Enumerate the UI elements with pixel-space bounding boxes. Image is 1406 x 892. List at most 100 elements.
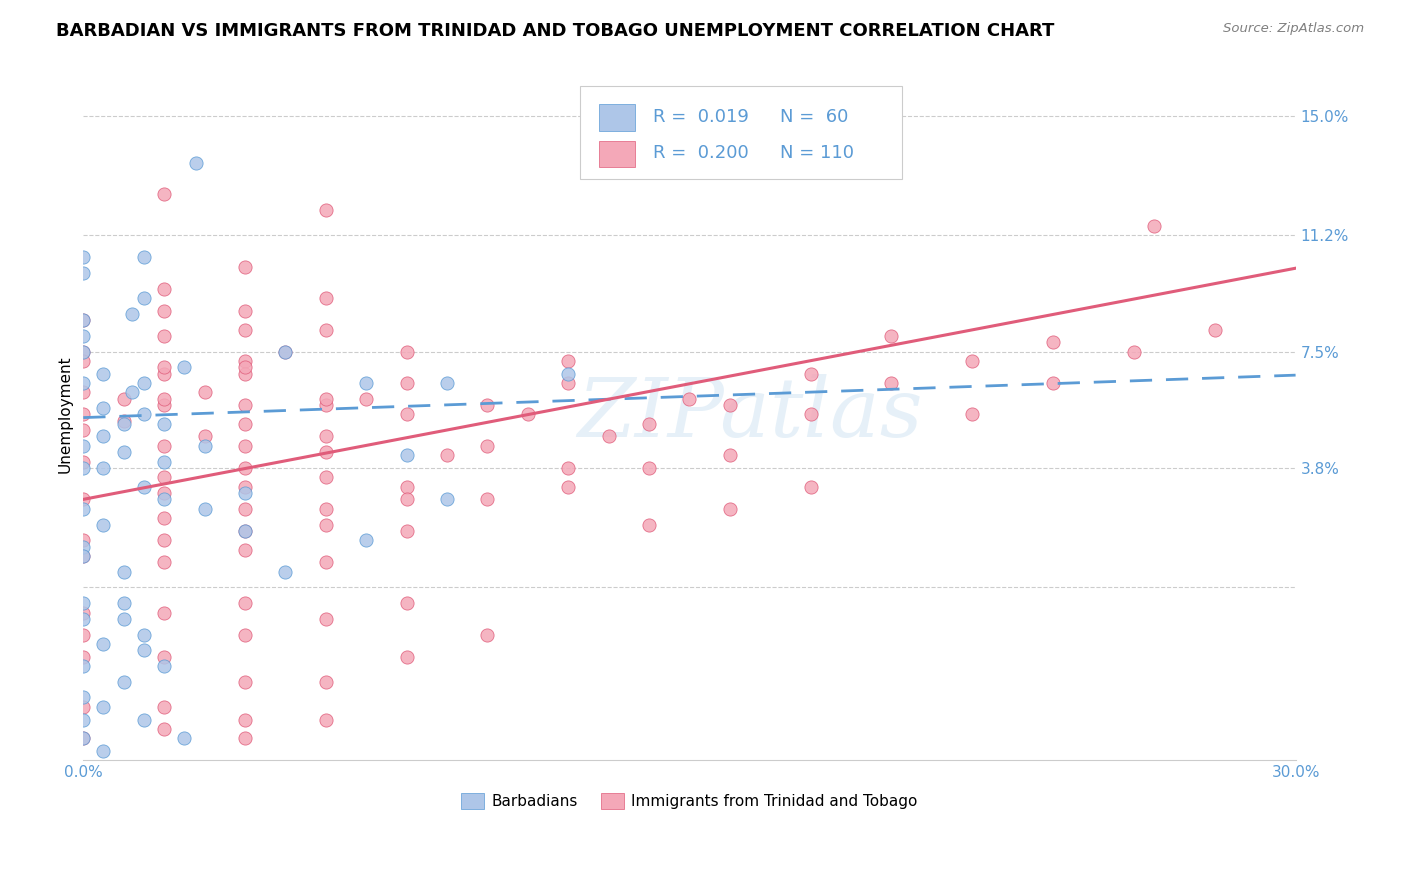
Point	[132, 408, 155, 422]
Point	[1042, 335, 1064, 350]
Point	[315, 322, 337, 336]
FancyBboxPatch shape	[581, 86, 901, 179]
Text: N = 110: N = 110	[780, 145, 855, 162]
Point	[598, 429, 620, 443]
Point	[274, 344, 297, 359]
Point	[112, 674, 135, 689]
Y-axis label: Unemployment: Unemployment	[58, 356, 72, 474]
Point	[477, 439, 499, 453]
Point	[800, 367, 823, 381]
Point	[436, 448, 458, 462]
Point	[153, 417, 176, 431]
Point	[72, 731, 94, 746]
Point	[233, 596, 256, 610]
Point	[315, 398, 337, 412]
Point	[153, 360, 176, 375]
Point	[112, 392, 135, 406]
Point	[112, 612, 135, 626]
Point	[72, 649, 94, 664]
Point	[638, 417, 661, 431]
Point	[72, 376, 94, 390]
Point	[880, 376, 903, 390]
Point	[800, 408, 823, 422]
Point	[112, 596, 135, 610]
Point	[93, 401, 115, 416]
Point	[72, 501, 94, 516]
Point	[121, 385, 143, 400]
Point	[193, 385, 215, 400]
Point	[436, 492, 458, 507]
Point	[718, 501, 741, 516]
Point	[315, 392, 337, 406]
Point	[274, 565, 297, 579]
Point	[72, 408, 94, 422]
Point	[395, 524, 418, 538]
Point	[315, 501, 337, 516]
Point	[233, 461, 256, 475]
Point	[153, 303, 176, 318]
Point	[153, 649, 176, 664]
Point	[132, 250, 155, 264]
Point	[395, 376, 418, 390]
Point	[800, 480, 823, 494]
Point	[315, 713, 337, 727]
Text: ZIPatlas: ZIPatlas	[578, 375, 922, 454]
Point	[153, 328, 176, 343]
Point	[880, 328, 903, 343]
Point	[112, 417, 135, 431]
Point	[233, 501, 256, 516]
Point	[233, 713, 256, 727]
Point	[72, 596, 94, 610]
Point	[72, 731, 94, 746]
Point	[477, 398, 499, 412]
Point	[93, 637, 115, 651]
Point	[193, 501, 215, 516]
Point	[638, 517, 661, 532]
Point	[72, 690, 94, 705]
Point	[1204, 322, 1226, 336]
Point	[153, 492, 176, 507]
Point	[72, 250, 94, 264]
Point	[153, 455, 176, 469]
Point	[718, 448, 741, 462]
Point	[678, 392, 700, 406]
Text: R =  0.200: R = 0.200	[652, 145, 749, 162]
Point	[93, 517, 115, 532]
Point	[477, 627, 499, 641]
Point	[557, 376, 579, 390]
FancyBboxPatch shape	[599, 141, 636, 167]
Point	[233, 542, 256, 557]
Point	[557, 480, 579, 494]
Point	[72, 385, 94, 400]
Point	[72, 313, 94, 327]
Point	[233, 303, 256, 318]
Point	[72, 344, 94, 359]
Point	[233, 674, 256, 689]
Point	[315, 202, 337, 217]
Point	[173, 360, 195, 375]
Text: Source: ZipAtlas.com: Source: ZipAtlas.com	[1223, 22, 1364, 36]
Point	[153, 700, 176, 714]
Point	[315, 291, 337, 305]
Point	[516, 408, 538, 422]
Point	[153, 511, 176, 525]
Point	[395, 448, 418, 462]
Point	[315, 429, 337, 443]
Point	[153, 470, 176, 484]
Point	[193, 439, 215, 453]
Point	[153, 367, 176, 381]
Point	[233, 524, 256, 538]
Point	[72, 659, 94, 673]
Point	[121, 307, 143, 321]
Point	[233, 627, 256, 641]
Point	[72, 606, 94, 620]
Point	[557, 367, 579, 381]
Point	[72, 328, 94, 343]
Point	[72, 313, 94, 327]
Point	[132, 376, 155, 390]
Point	[233, 354, 256, 368]
Point	[132, 291, 155, 305]
Text: BARBADIAN VS IMMIGRANTS FROM TRINIDAD AND TOBAGO UNEMPLOYMENT CORRELATION CHART: BARBADIAN VS IMMIGRANTS FROM TRINIDAD AN…	[56, 22, 1054, 40]
Point	[72, 549, 94, 563]
Point	[112, 565, 135, 579]
